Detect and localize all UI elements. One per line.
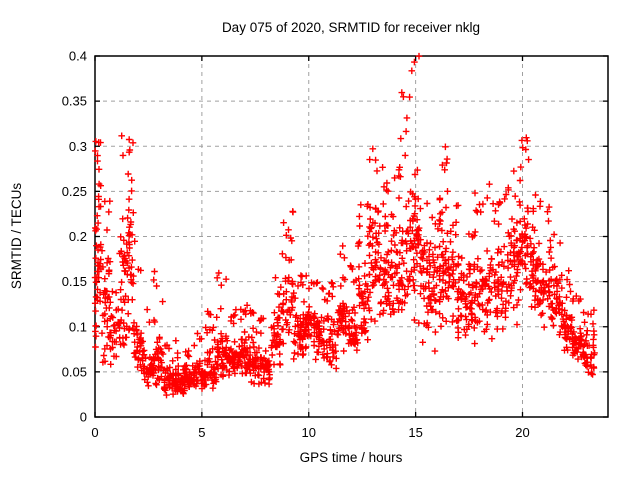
y-tick-label: 0.05 xyxy=(62,364,87,379)
x-tick-label: 10 xyxy=(302,425,316,440)
data-point-markers xyxy=(91,52,598,399)
y-tick-label: 0.1 xyxy=(69,319,87,334)
y-tick-label: 0.15 xyxy=(62,274,87,289)
grid-lines xyxy=(95,56,608,417)
x-tick-labels: 0 5 10 15 20 xyxy=(91,425,529,440)
x-axis-label: GPS time / hours xyxy=(300,450,403,465)
y-tick-label: 0.25 xyxy=(62,184,87,199)
x-tick-label: 20 xyxy=(515,425,529,440)
chart-title: Day 075 of 2020, SRMTID for receiver nkl… xyxy=(222,20,480,35)
y-tick-label: 0.35 xyxy=(62,94,87,109)
y-tick-label: 0.3 xyxy=(69,139,87,154)
x-tick-label: 0 xyxy=(91,425,98,440)
y-tick-label: 0.2 xyxy=(69,229,87,244)
x-tick-label: 5 xyxy=(198,425,205,440)
y-tick-label: 0.4 xyxy=(69,49,87,64)
scatter-points xyxy=(91,52,598,399)
y-axis-label: SRMTID / TECUs xyxy=(9,183,24,290)
x-tick-label: 15 xyxy=(408,425,422,440)
y-tick-label: 0 xyxy=(80,410,87,425)
y-tick-labels: 0 0.05 0.1 0.15 0.2 0.25 0.3 0.35 0.4 xyxy=(62,49,87,425)
